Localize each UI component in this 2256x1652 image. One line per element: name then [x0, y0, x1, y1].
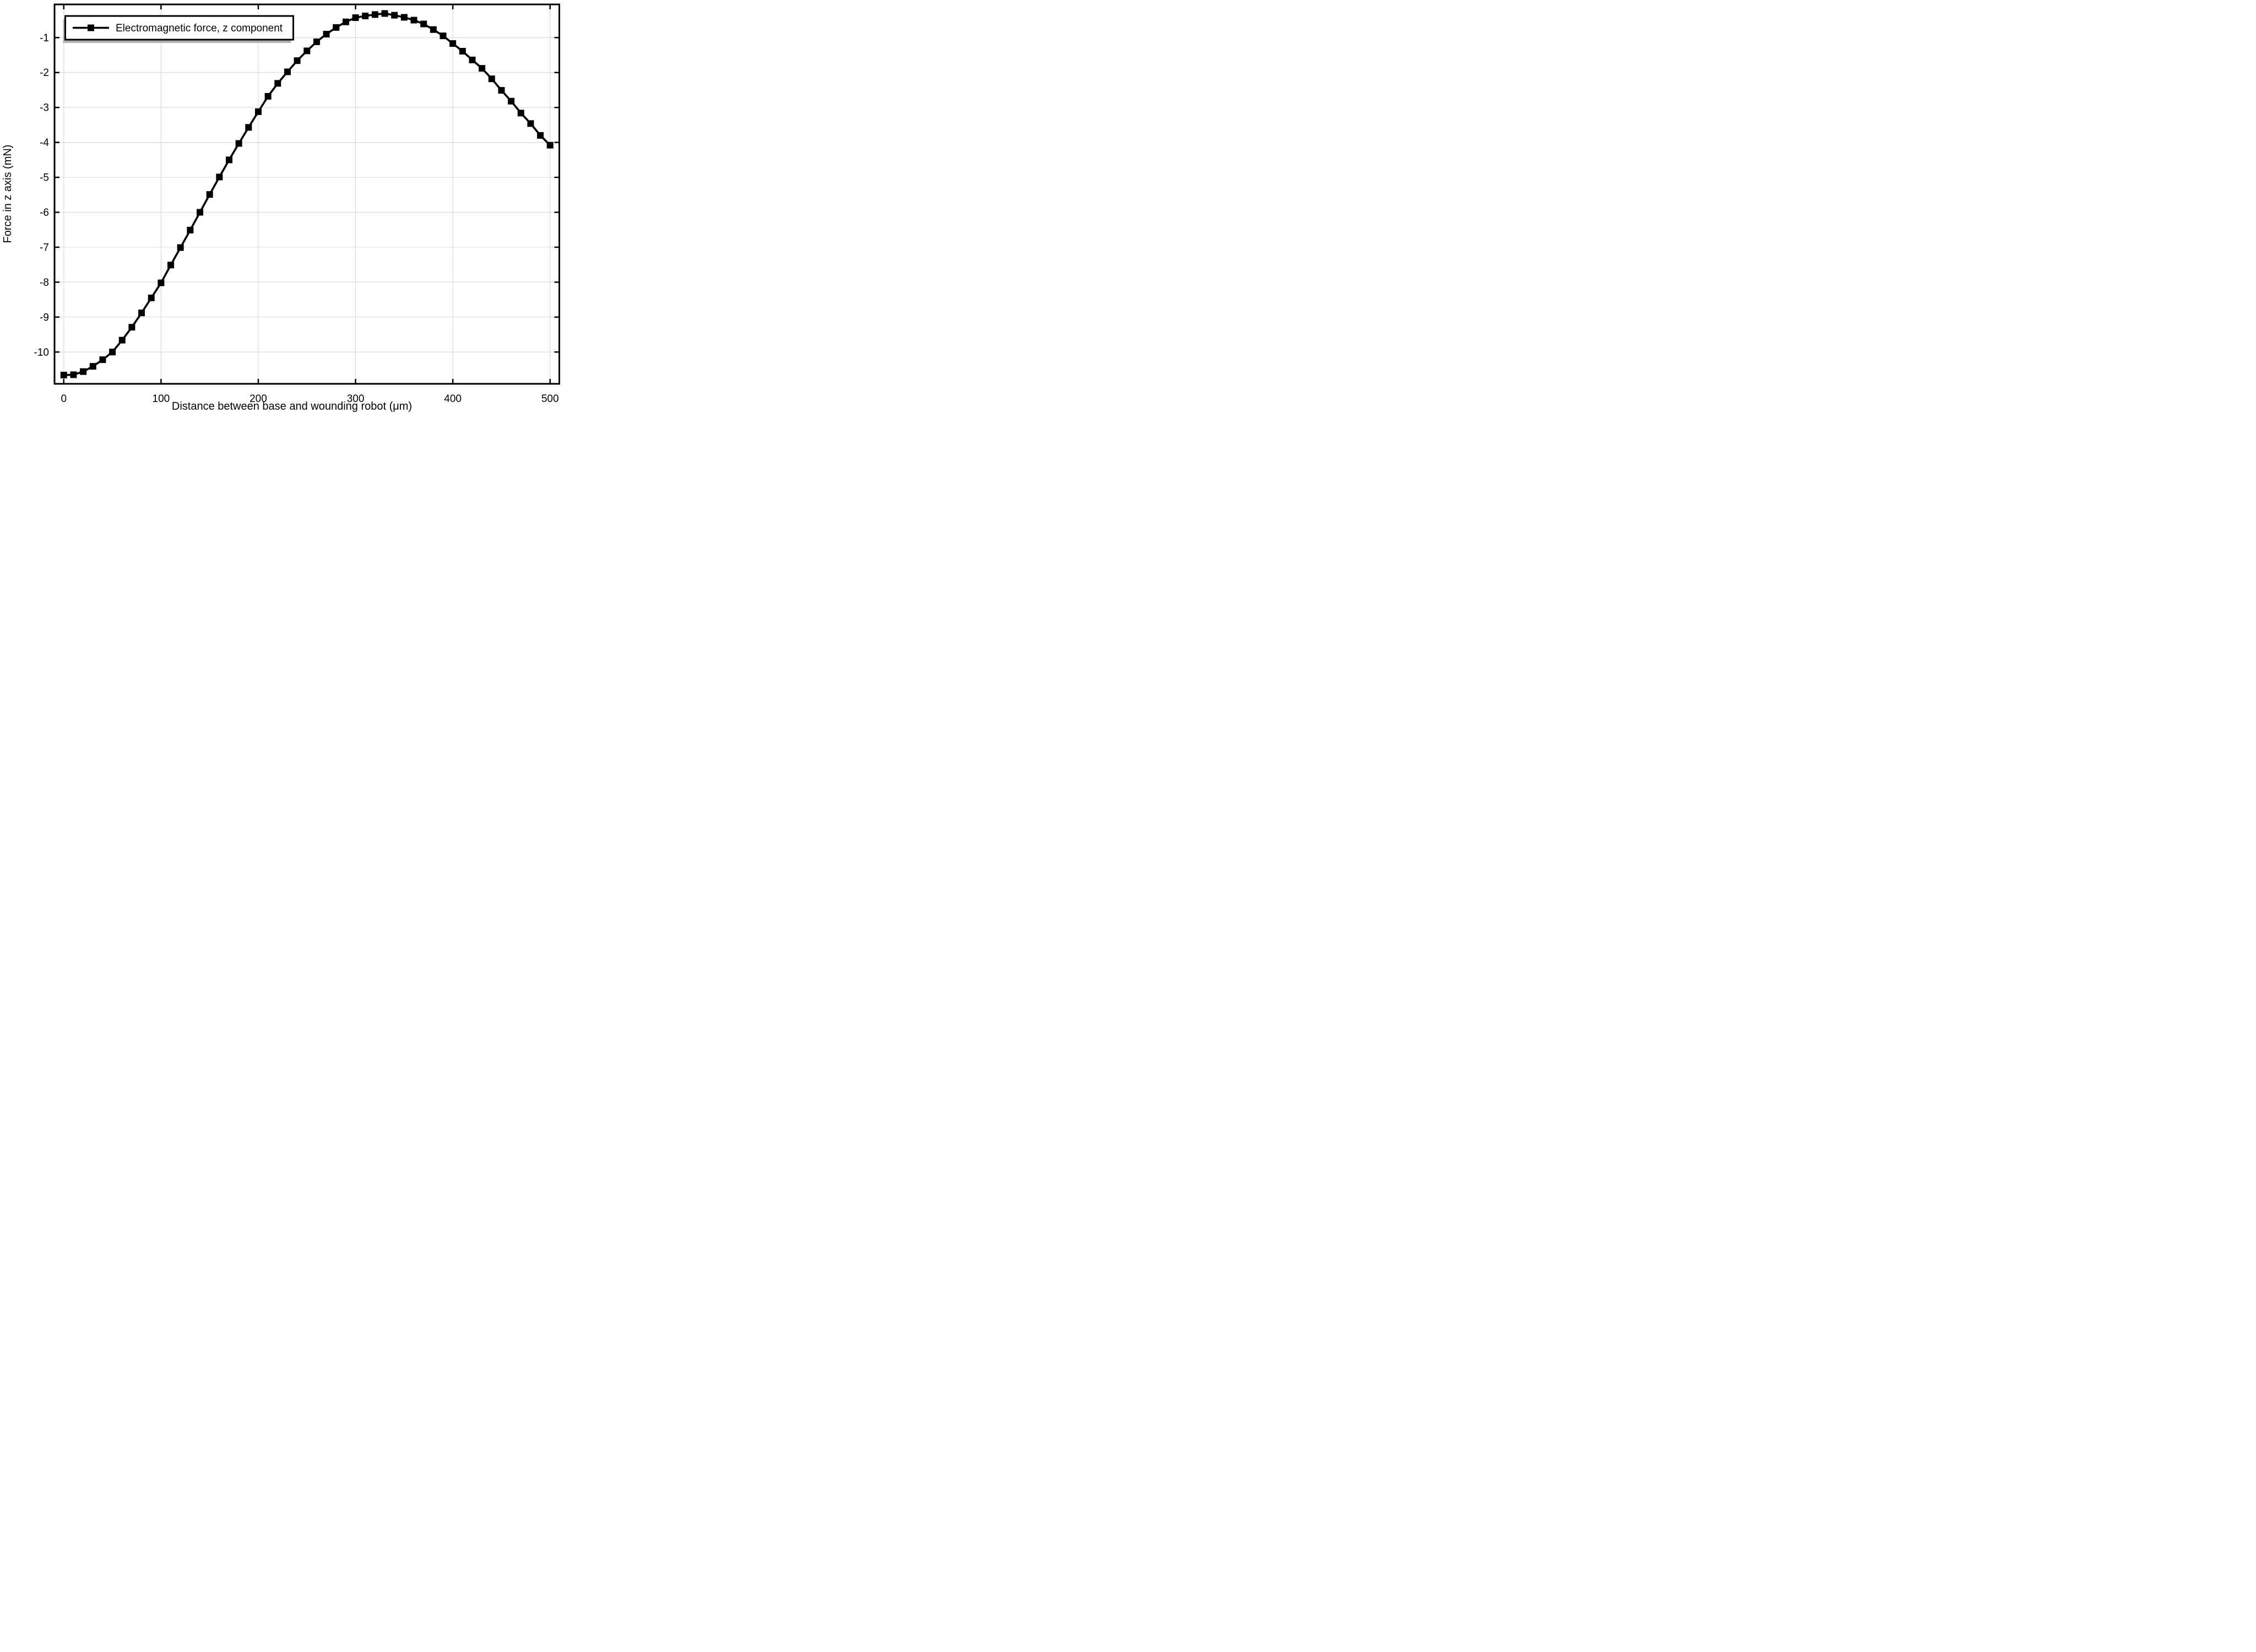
- square-data-marker: [479, 65, 486, 72]
- force-vs-distance-chart: 0 100 200 300 400 500 -1 -2 -3 -4 -5 -6 -7 -8 -9 -10 D…: [0, 0, 564, 413]
- legend-label: Electromagnetic force, z component: [116, 23, 283, 34]
- square-data-marker: [235, 140, 242, 147]
- square-data-marker: [274, 80, 281, 87]
- square-data-marker: [89, 363, 96, 370]
- square-data-marker: [80, 368, 87, 375]
- square-data-marker: [303, 47, 311, 55]
- square-data-marker: [225, 156, 232, 164]
- square-data-marker: [459, 48, 466, 55]
- square-data-marker: [197, 209, 204, 216]
- series-line: [63, 12, 551, 376]
- square-data-marker: [99, 356, 106, 363]
- x-axis-label: Distance between base and wounding robot…: [172, 400, 412, 412]
- square-data-marker: [508, 97, 515, 105]
- square-data-marker: [323, 30, 330, 37]
- square-data-marker: [430, 26, 437, 33]
- legend-sample-square-marker-icon: [88, 24, 94, 31]
- square-data-marker: [517, 110, 524, 117]
- square-data-marker: [469, 56, 476, 63]
- square-data-marker: [527, 120, 534, 127]
- square-data-marker: [400, 14, 408, 21]
- x-tick-labels: 0 100 200 300 400 500: [61, 393, 558, 405]
- y-tick-label: -5: [40, 172, 49, 184]
- y-tick-label: -9: [40, 312, 49, 323]
- y-tick-label: -6: [40, 207, 49, 219]
- square-data-marker: [70, 371, 77, 378]
- square-data-marker: [60, 372, 67, 379]
- chart-svg: 0 100 200 300 400 500 -1 -2 -3 -4 -5 -6 -7 -8 -9 -10 D…: [2, 3, 560, 412]
- square-data-marker: [537, 132, 544, 139]
- legend: Electromagnetic force, z component: [63, 15, 294, 43]
- square-data-marker: [440, 32, 447, 40]
- square-data-marker: [284, 68, 291, 75]
- axis-ticks: [55, 4, 560, 384]
- x-tick-label: 500: [541, 393, 559, 405]
- square-data-marker: [206, 191, 213, 198]
- square-data-marker: [381, 10, 388, 17]
- x-tick-label: 300: [347, 393, 365, 405]
- x-tick-label: 0: [61, 393, 67, 405]
- square-data-marker: [488, 75, 495, 83]
- square-data-marker: [177, 244, 184, 251]
- square-data-marker: [546, 142, 554, 149]
- y-tick-label: -10: [34, 347, 49, 358]
- square-data-marker: [342, 18, 349, 25]
- square-data-marker: [449, 40, 457, 47]
- square-data-marker: [254, 108, 262, 115]
- square-data-marker: [313, 38, 320, 45]
- y-tick-label: -1: [40, 32, 49, 44]
- square-data-marker: [294, 57, 301, 64]
- y-tick-label: -7: [40, 242, 49, 253]
- square-data-marker: [187, 226, 194, 233]
- square-data-marker: [420, 20, 427, 28]
- square-data-marker: [410, 17, 417, 24]
- square-data-marker: [371, 11, 378, 18]
- y-tick-label: -8: [40, 277, 49, 289]
- square-data-marker: [245, 124, 252, 131]
- y-tick-labels: -1 -2 -3 -4 -5 -6 -7 -8 -9 -10: [34, 32, 50, 358]
- square-data-marker: [109, 349, 116, 356]
- gridlines: [55, 4, 560, 384]
- x-tick-label: 100: [153, 393, 170, 405]
- square-data-marker: [362, 12, 369, 19]
- y-axis-label: Force in z axis (mN): [2, 145, 14, 243]
- y-tick-label: -4: [40, 137, 49, 149]
- plot-border: [53, 3, 560, 385]
- square-data-marker: [128, 324, 135, 331]
- square-data-marker: [158, 279, 165, 286]
- square-data-marker: [352, 14, 359, 21]
- series-electromagnetic-force-z: [60, 10, 554, 379]
- square-data-marker: [148, 294, 155, 301]
- square-data-marker: [498, 87, 505, 94]
- x-tick-label: 400: [444, 393, 462, 405]
- square-data-marker: [264, 93, 272, 100]
- square-data-marker: [333, 24, 340, 31]
- y-tick-label: -2: [40, 67, 49, 79]
- y-tick-label: -3: [40, 102, 49, 114]
- square-data-marker: [138, 309, 145, 317]
- x-tick-label: 200: [250, 393, 267, 405]
- square-data-marker: [216, 173, 223, 181]
- square-data-marker: [391, 12, 398, 19]
- square-data-marker: [167, 262, 175, 269]
- square-data-marker: [118, 336, 126, 344]
